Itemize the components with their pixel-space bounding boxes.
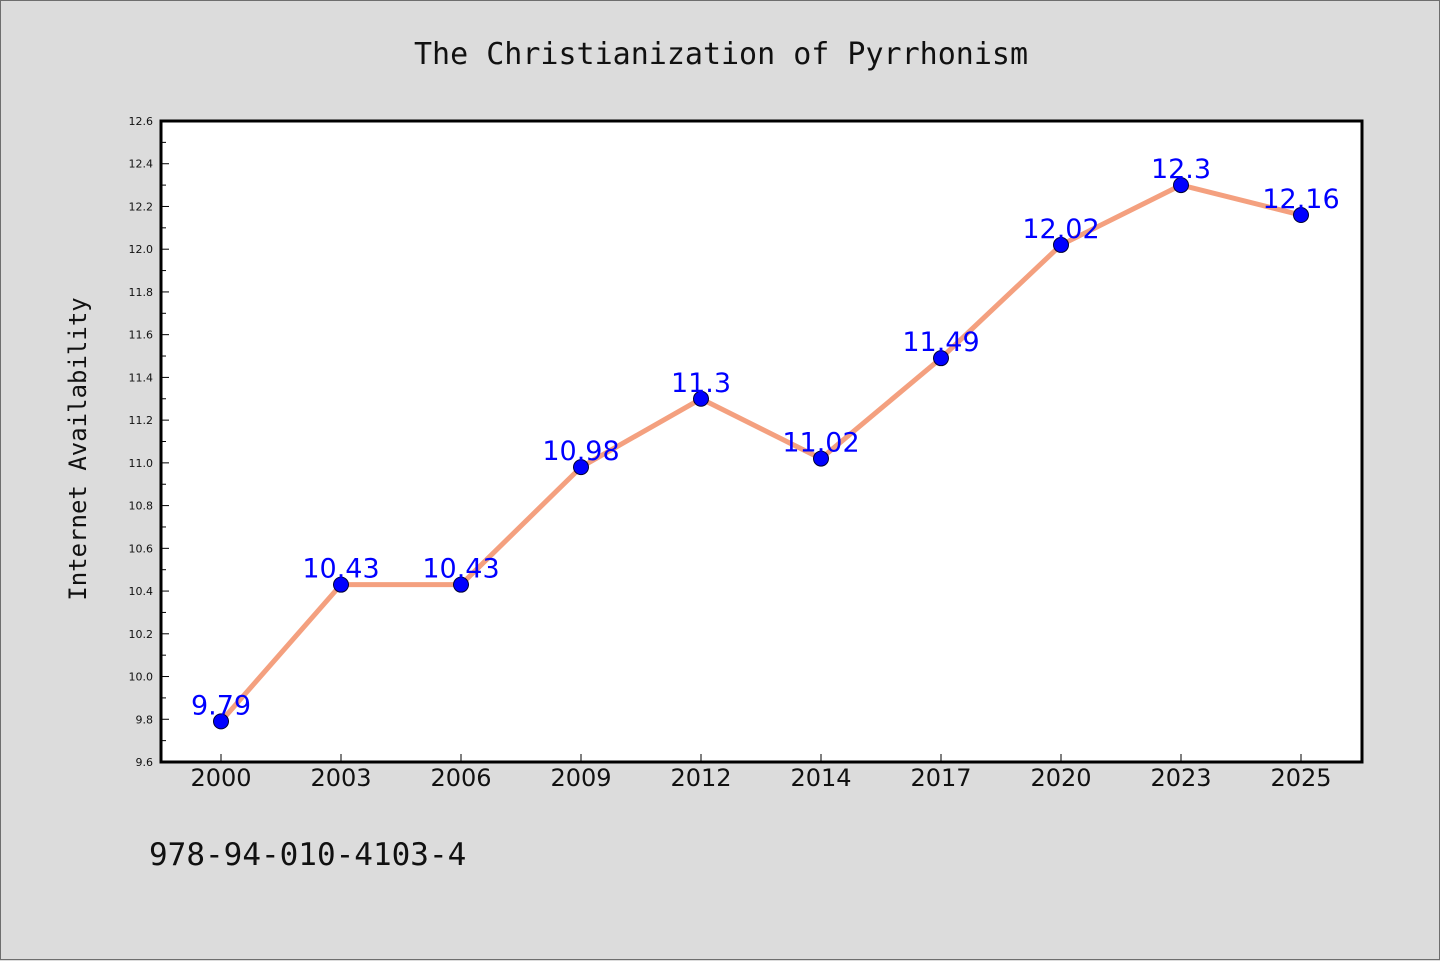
data-point <box>573 459 589 476</box>
y-tick-label: 9.8 <box>136 713 154 726</box>
data-markers <box>213 177 1309 730</box>
x-tick-label: 2025 <box>1270 764 1331 792</box>
y-tick-label: 10.2 <box>129 628 154 641</box>
x-tick-label: 2000 <box>190 764 251 792</box>
data-label: 11.49 <box>902 327 979 358</box>
y-tick-label: 10.4 <box>129 585 154 598</box>
data-label: 10.98 <box>542 436 619 467</box>
isbn-text: 978-94-010-4103-4 <box>149 837 466 873</box>
data-label: 12.3 <box>1151 154 1211 185</box>
chart-title: The Christianization of Pyrrhonism <box>414 37 1028 72</box>
y-axis-label: Internet Availability <box>64 297 92 600</box>
plot-area <box>159 119 1364 764</box>
data-point <box>693 390 709 407</box>
y-tick-label: 12.6 <box>129 115 154 128</box>
y-tick-label: 12.2 <box>129 200 154 213</box>
y-tick-label: 10.8 <box>129 500 154 513</box>
x-tick-label: 2003 <box>310 764 371 792</box>
x-tick-label: 2014 <box>790 764 851 792</box>
data-point <box>813 450 829 467</box>
y-tick-label: 11.6 <box>129 329 154 342</box>
x-tick-label: 2009 <box>550 764 611 792</box>
data-point <box>1173 177 1189 194</box>
data-point <box>1053 236 1069 253</box>
data-label: 12.16 <box>1262 184 1339 215</box>
y-axis-ticks: 9.6 9.8 10.0 10.2 10.4 10.6 10.8 11.0 11.2 11.4 11… <box>129 115 169 769</box>
data-label: 12.02 <box>1022 214 1099 245</box>
y-tick-label: 11.0 <box>129 457 154 470</box>
series-line <box>218 182 1304 724</box>
data-point <box>1293 207 1309 224</box>
y-tick-label: 9.6 <box>136 756 154 769</box>
y-tick-label: 11.2 <box>129 414 154 427</box>
data-label: 11.3 <box>671 368 731 399</box>
data-label: 11.02 <box>782 428 859 459</box>
data-labels: 9.79 10.43 10.43 10.98 11.3 11.02 11.49 12.02 12… <box>191 154 1340 721</box>
x-tick-label: 2023 <box>1150 764 1211 792</box>
x-axis-ticks: 2000 2003 2006 2009 2012 2014 2017 2020 2023 2025 <box>190 754 1332 792</box>
y-tick-label: 11.4 <box>129 371 154 384</box>
data-point <box>213 713 229 730</box>
y-tick-label: 10.6 <box>129 542 154 555</box>
x-tick-label: 2017 <box>910 764 971 792</box>
y-tick-label: 10.0 <box>129 671 154 684</box>
data-point <box>933 350 949 367</box>
x-tick-label: 2020 <box>1030 764 1091 792</box>
x-tick-label: 2012 <box>670 764 731 792</box>
data-label: 10.43 <box>422 554 499 585</box>
data-label: 10.43 <box>302 554 379 585</box>
y-tick-label: 12.4 <box>129 158 154 171</box>
data-point <box>333 576 349 593</box>
y-tick-label: 12.0 <box>129 243 154 256</box>
y-tick-label: 11.8 <box>129 286 154 299</box>
data-point <box>453 576 469 593</box>
x-tick-label: 2006 <box>430 764 491 792</box>
data-label: 9.79 <box>191 690 251 721</box>
